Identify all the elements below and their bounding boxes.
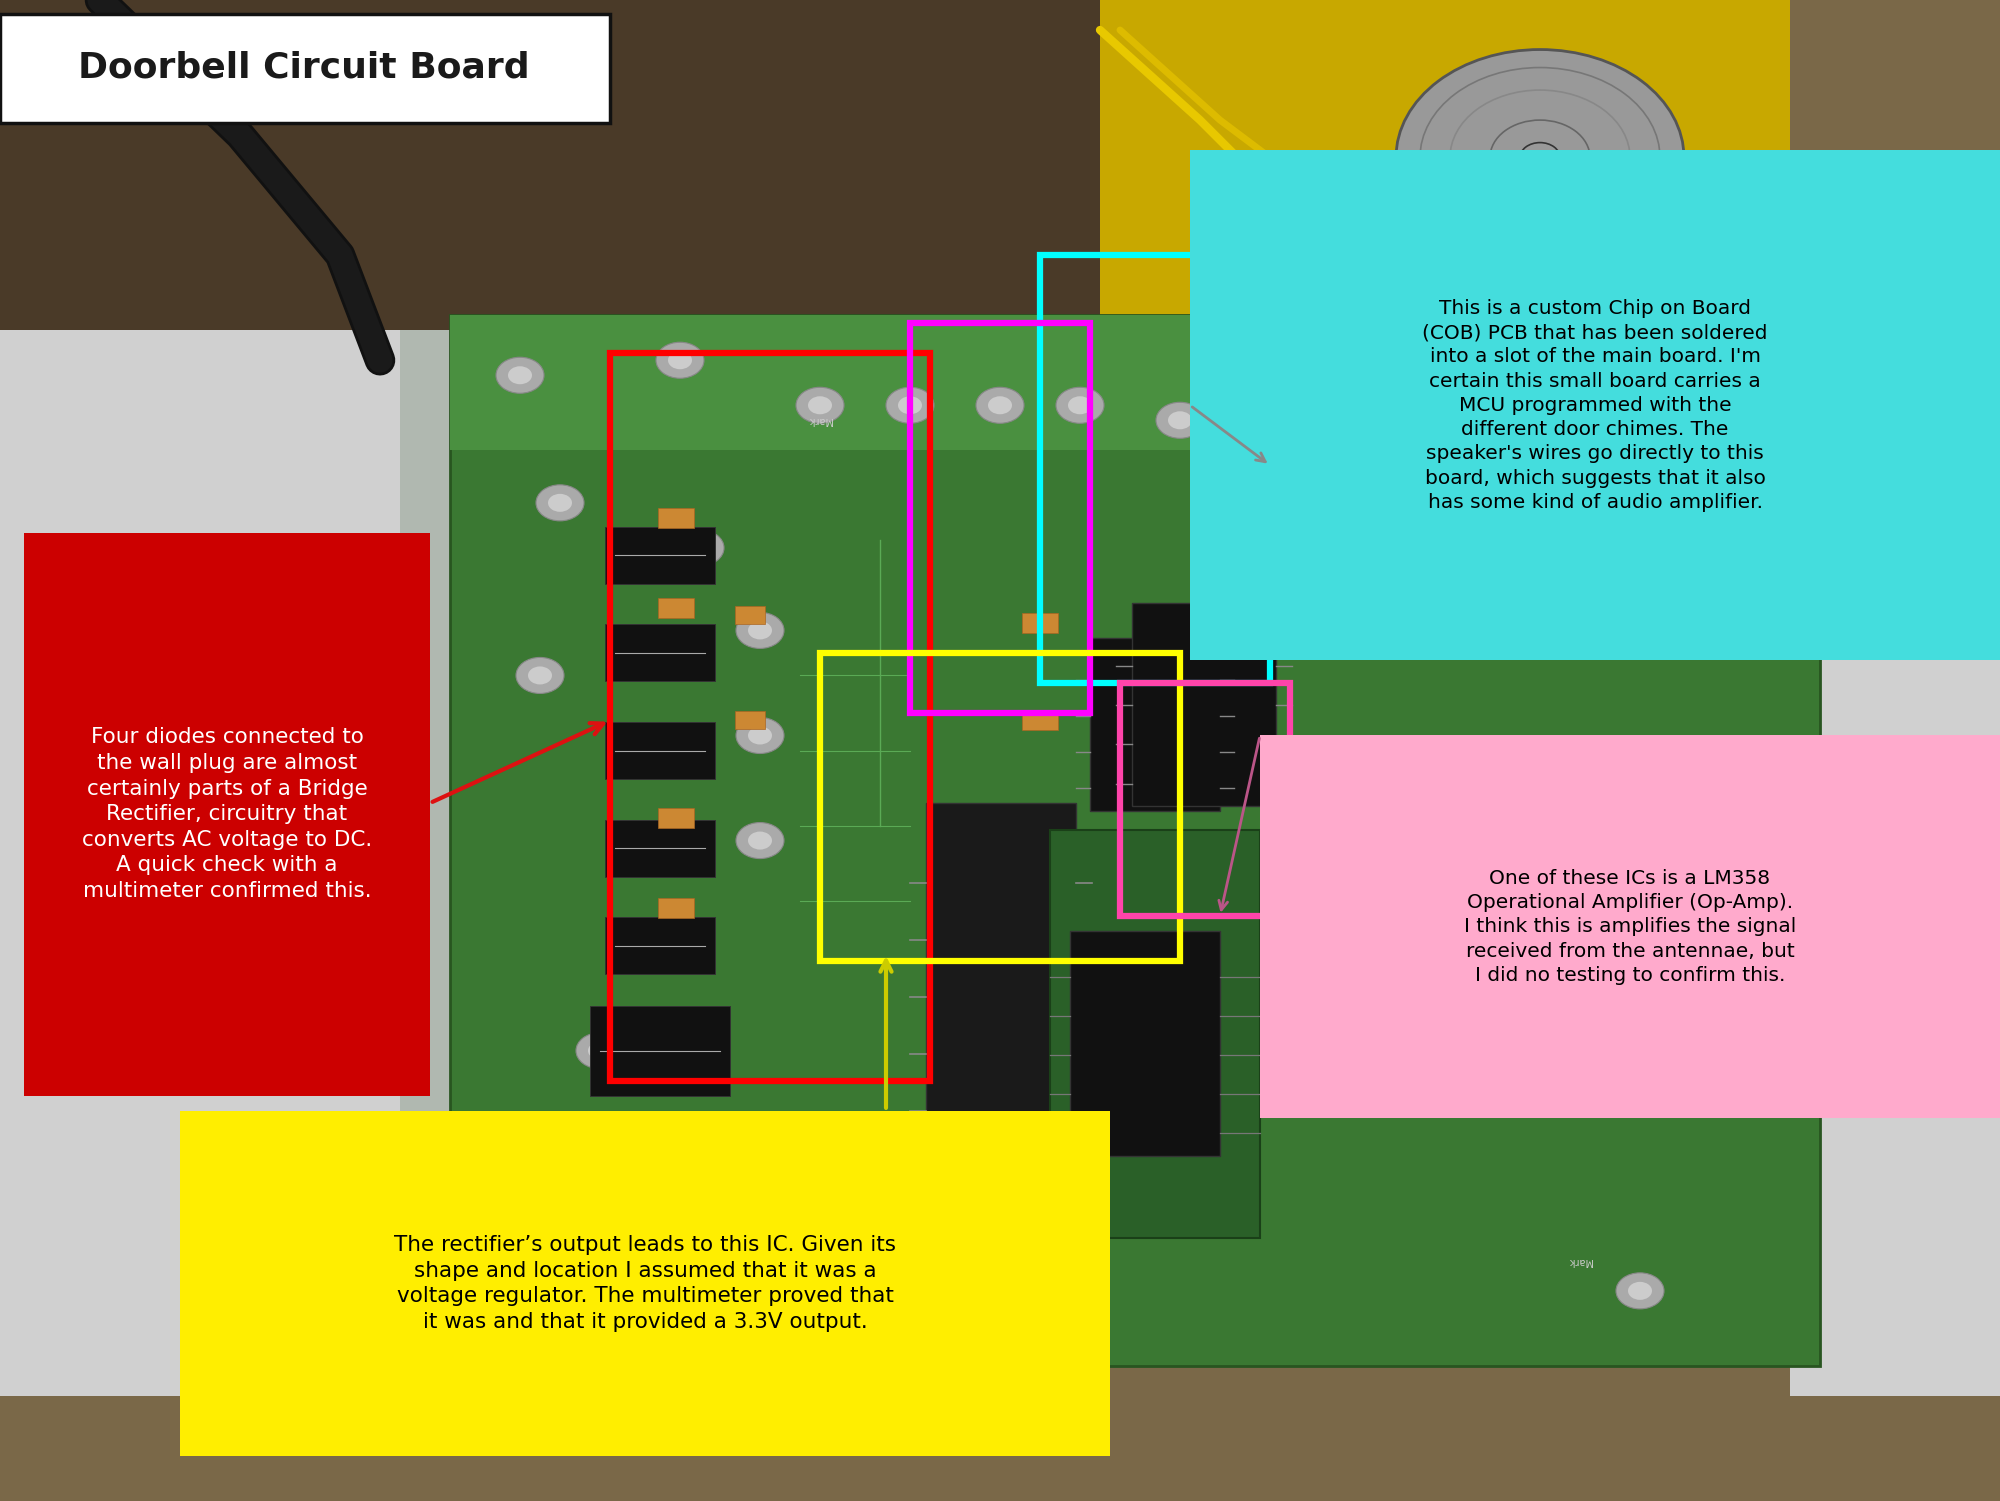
Circle shape [1628, 1282, 1652, 1300]
Bar [604, 624, 716, 681]
Circle shape [496, 357, 544, 393]
Circle shape [1448, 426, 1472, 444]
Circle shape [748, 726, 772, 744]
Circle shape [748, 832, 772, 850]
Circle shape [736, 612, 784, 648]
Bar [736, 711, 764, 729]
Circle shape [1068, 396, 1092, 414]
Circle shape [1336, 417, 1384, 453]
Circle shape [656, 342, 704, 378]
Bar [1090, 638, 1220, 811]
Circle shape [976, 387, 1024, 423]
Circle shape [796, 387, 844, 423]
Bar [590, 1006, 730, 1096]
Circle shape [536, 485, 584, 521]
Circle shape [1228, 426, 1252, 444]
Circle shape [1396, 50, 1684, 266]
Circle shape [808, 396, 832, 414]
Bar [658, 898, 694, 919]
Bar [1260, 735, 2000, 1118]
Circle shape [1436, 417, 1484, 453]
Circle shape [1056, 387, 1104, 423]
Circle shape [886, 387, 934, 423]
Circle shape [508, 366, 532, 384]
Bar [658, 808, 694, 829]
Bar [180, 1111, 1110, 1456]
Circle shape [1216, 417, 1264, 453]
Circle shape [516, 657, 564, 693]
Circle shape [576, 1033, 624, 1069]
Circle shape [548, 494, 572, 512]
Circle shape [988, 396, 1012, 414]
Circle shape [916, 1303, 964, 1339]
Text: Mark: Mark [1568, 1256, 1592, 1265]
Text: The rectifier’s output leads to this IC. Given its
shape and location I assumed : The rectifier’s output leads to this IC.… [394, 1235, 896, 1331]
Circle shape [748, 621, 772, 639]
Text: This is a custom Chip on Board
(COB) PCB that has been soldered
into a slot of t: This is a custom Chip on Board (COB) PCB… [1422, 299, 1768, 512]
Bar [926, 803, 1076, 1141]
Bar [658, 507, 694, 528]
Bar [0, 14, 610, 123]
Bar [604, 820, 716, 877]
Circle shape [688, 1282, 712, 1300]
Bar [604, 722, 716, 779]
Bar [400, 165, 450, 1396]
Bar [1112, 757, 1148, 775]
Circle shape [676, 1273, 724, 1309]
Circle shape [1676, 853, 1724, 889]
Circle shape [1348, 426, 1372, 444]
Bar [1790, 165, 2000, 1396]
Circle shape [688, 539, 712, 557]
Bar [1050, 830, 1260, 1238]
Bar [604, 917, 716, 974]
Bar [604, 527, 716, 584]
Bar [1112, 711, 1148, 729]
Circle shape [506, 1243, 594, 1309]
Bar [910, 323, 1090, 713]
Circle shape [588, 1042, 612, 1060]
Bar [1190, 150, 2000, 660]
Text: Four diodes connected to
the wall plug are almost
certainly parts of a Bridge
Re: Four diodes connected to the wall plug a… [82, 728, 372, 901]
Bar [0, 0, 1100, 330]
Bar [1120, 683, 1290, 916]
Text: One of these ICs is a LM358
Operational Amplifier (Op-Amp).
I think this is ampl: One of these ICs is a LM358 Operational … [1464, 869, 1796, 985]
Bar [820, 653, 1180, 961]
Circle shape [1156, 402, 1204, 438]
Bar [1100, 0, 1790, 330]
Circle shape [736, 823, 784, 859]
Circle shape [928, 1312, 952, 1330]
Text: Doorbell Circuit Board: Doorbell Circuit Board [78, 51, 530, 84]
Circle shape [1688, 862, 1712, 880]
Circle shape [566, 1273, 614, 1309]
Bar [736, 606, 764, 624]
Circle shape [668, 351, 692, 369]
Bar [450, 315, 1820, 1366]
Circle shape [1698, 1072, 1722, 1090]
Circle shape [578, 1282, 602, 1300]
Bar [0, 165, 440, 1396]
Text: Mark: Mark [808, 416, 832, 425]
Bar [1070, 931, 1220, 1156]
Circle shape [1168, 411, 1192, 429]
Circle shape [1616, 1273, 1664, 1309]
Bar [610, 353, 930, 1081]
Bar [450, 315, 1820, 450]
Bar [1040, 255, 1270, 683]
Bar [1022, 710, 1058, 729]
Bar [24, 533, 430, 1096]
Circle shape [528, 666, 552, 684]
Bar [658, 597, 694, 618]
Bar [1022, 614, 1058, 633]
Circle shape [736, 717, 784, 754]
Circle shape [1686, 1063, 1734, 1099]
Circle shape [676, 530, 724, 566]
Circle shape [898, 396, 922, 414]
Bar [1132, 603, 1276, 806]
